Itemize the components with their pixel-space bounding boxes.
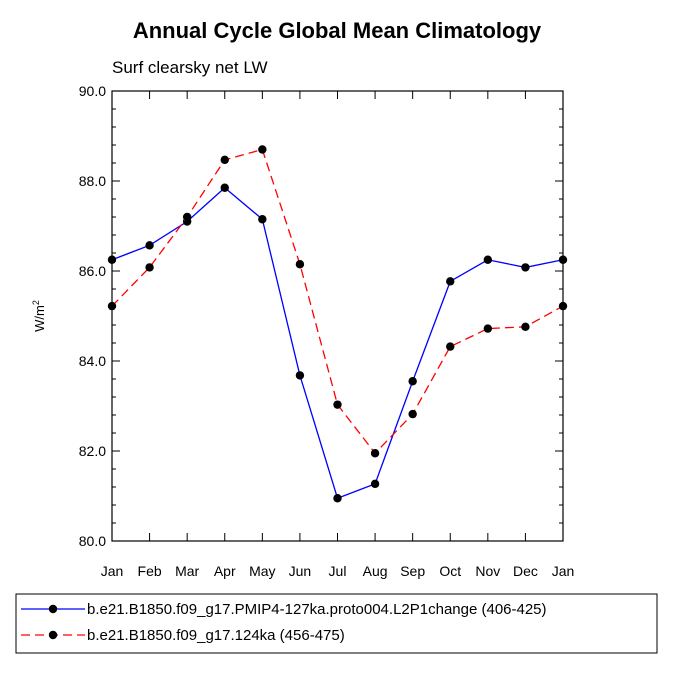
data-point xyxy=(370,449,380,458)
y-tick-label: 90.0 xyxy=(79,83,106,99)
y-axis-label-superscript: 2 xyxy=(31,300,41,305)
x-tick-label: Feb xyxy=(138,563,162,579)
x-tick-label: Aug xyxy=(363,563,388,579)
data-point xyxy=(333,400,342,409)
series-2 xyxy=(107,145,568,458)
legend-entry-2: b.e21.B1850.f09_g17.124ka (456-475) xyxy=(21,627,345,644)
series-layer xyxy=(107,145,568,503)
data-point xyxy=(145,263,154,272)
x-tick-label: Jun xyxy=(289,563,312,579)
y-axis-label-text: W/m xyxy=(32,305,47,332)
legend: b.e21.B1850.f09_g17.PMIP4-127ka.proto004… xyxy=(21,601,547,644)
chart-subtitle: Surf clearsky net LW xyxy=(112,58,268,77)
plot-frame xyxy=(111,90,564,542)
data-point xyxy=(107,255,117,264)
chart-title: Annual Cycle Global Mean Climatology xyxy=(133,18,542,43)
series-1 xyxy=(107,183,568,503)
data-point xyxy=(558,301,568,311)
x-tick-label: Jan xyxy=(101,563,124,579)
data-point xyxy=(333,494,342,503)
x-tick-label: Nov xyxy=(475,563,500,579)
x-tick-label: Oct xyxy=(439,563,461,579)
x-tick-label: Jul xyxy=(329,563,347,579)
legend-box xyxy=(15,593,658,654)
y-tick-label: 82.0 xyxy=(79,443,106,459)
x-tick-label: Jan xyxy=(552,563,575,579)
x-tick-label: Mar xyxy=(175,563,199,579)
data-point xyxy=(408,377,417,386)
data-point xyxy=(107,301,117,311)
data-point xyxy=(446,342,455,351)
series-line xyxy=(111,186,564,500)
data-point xyxy=(295,371,305,380)
legend-label: b.e21.B1850.f09_g17.124ka (456-475) xyxy=(87,627,345,644)
data-point xyxy=(295,260,305,269)
y-tick-labels: 80.0 82.0 84.0 86.0 88.0 90.0 xyxy=(79,83,106,549)
data-point xyxy=(521,263,530,272)
data-point xyxy=(370,479,380,489)
data-point xyxy=(182,212,192,222)
data-point xyxy=(258,215,267,224)
x-tick-label: Apr xyxy=(214,563,236,579)
legend-label: b.e21.B1850.f09_g17.PMIP4-127ka.proto004… xyxy=(87,601,547,618)
data-point xyxy=(220,183,229,192)
data-point xyxy=(446,277,455,286)
data-point xyxy=(258,145,267,154)
data-point xyxy=(408,409,417,419)
y-tick-label: 84.0 xyxy=(79,353,106,369)
data-point xyxy=(558,255,568,264)
data-point xyxy=(220,155,229,165)
x-tick-label: Dec xyxy=(513,563,538,579)
axis-ticks xyxy=(111,90,564,542)
x-tick-label: Sep xyxy=(400,563,425,579)
x-tick-label: May xyxy=(249,563,275,579)
data-point xyxy=(483,324,493,333)
y-tick-label: 88.0 xyxy=(79,173,106,189)
y-tick-label: 80.0 xyxy=(79,533,106,549)
data-point xyxy=(521,322,530,331)
y-axis-label: W/m2 xyxy=(31,300,47,332)
data-point xyxy=(483,255,493,264)
x-tick-labels: Jan Feb Mar Apr May Jun Jul Aug Sep Oct Nov Dec Jan xyxy=(101,563,575,579)
legend-entry-1: b.e21.B1850.f09_g17.PMIP4-127ka.proto004… xyxy=(21,601,547,618)
data-point xyxy=(145,241,154,250)
legend-marker xyxy=(48,604,58,614)
y-tick-label: 86.0 xyxy=(79,263,106,279)
legend-marker xyxy=(48,630,58,640)
